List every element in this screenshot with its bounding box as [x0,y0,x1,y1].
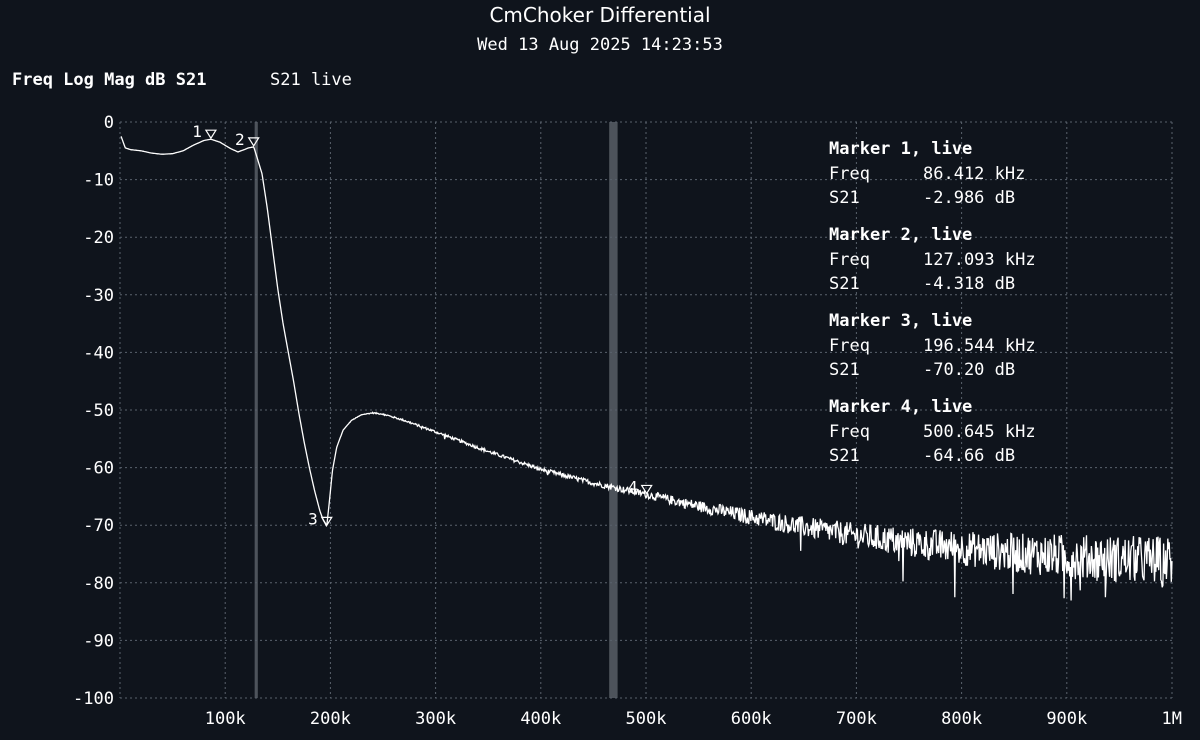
marker-readout-header: Marker 2, live [829,225,972,245]
marker-1[interactable]: 1 [192,122,217,141]
marker-triangle-icon[interactable] [640,484,653,495]
highlight-band-2 [609,122,618,698]
marker-readout-header: Marker 4, live [829,397,972,417]
marker-readout-header: Marker 1, live [829,139,972,159]
y-tick-label: -80 [83,574,114,594]
marker-number-label: 4 [628,477,638,496]
x-tick-label: 300k [415,709,456,729]
x-tick-label: 100k [205,709,246,729]
x-tick-label: 600k [731,709,772,729]
marker-symbols[interactable]: 1 2 3 4 [192,122,653,528]
trace-format-label: Freq Log Mag dB S21 [12,70,206,90]
marker-triangle-icon[interactable] [320,516,333,527]
marker-s21-value: -64.66 dB [923,446,1015,466]
y-tick-label: -50 [83,401,114,421]
marker-freq-value: 86.412 kHz [923,164,1025,184]
marker-2[interactable]: 2 [235,130,260,149]
marker-readout-3: Marker 3, live Freq 196.544 kHz S21 -70.20 d… [829,311,1036,380]
y-tick-label: -100 [73,689,114,709]
y-tick-label: -40 [83,343,114,363]
x-tick-label: 200k [310,709,351,729]
y-tick-label: -20 [83,228,114,248]
marker-s21-label: S21 [829,446,860,466]
y-tick-label: -10 [83,171,114,191]
marker-number-label: 1 [192,122,202,141]
plot-grid [119,121,1173,699]
x-tick-label: 1M [1162,709,1182,729]
marker-readout-1: Marker 1, live Freq 86.412 kHz S21 -2.986 dB [829,139,1025,208]
marker-readout-panel: Marker 1, live Freq 86.412 kHz S21 -2.986 dB… [829,139,1036,466]
y-axis-ticks: 0 -10 -20 -30 -40 -50 -60 -70 -80 -90 -100 [73,113,114,709]
marker-readout-2: Marker 2, live Freq 127.093 kHz S21 -4.318 d… [829,225,1036,294]
marker-freq-value: 127.093 kHz [923,250,1036,270]
trace-live-label: S21 live [270,70,352,90]
marker-s21-value: -4.318 dB [923,274,1015,294]
marker-number-label: 3 [308,509,318,528]
marker-s21-value: -70.20 dB [923,360,1015,380]
marker-4[interactable]: 4 [628,477,653,496]
marker-s21-label: S21 [829,360,860,380]
marker-triangle-icon[interactable] [247,137,260,148]
x-tick-label: 800k [941,709,982,729]
y-tick-label: -90 [83,631,114,651]
x-tick-label: 400k [520,709,561,729]
x-tick-label: 900k [1046,709,1087,729]
x-tick-label: 500k [626,709,667,729]
marker-readout-header: Marker 3, live [829,311,972,331]
marker-freq-value: 500.645 kHz [923,422,1036,442]
marker-s21-label: S21 [829,274,860,294]
marker-number-label: 2 [235,130,245,149]
marker-s21-value: -2.986 dB [923,188,1015,208]
chart-title: CmChoker Differential [489,3,710,27]
y-tick-label: -70 [83,516,114,536]
x-axis-ticks: 100k 200k 300k 400k 500k 600k 700k 800k 900k 1M [205,709,1182,729]
marker-freq-value: 196.544 kHz [923,336,1036,356]
marker-freq-label: Freq [829,422,870,442]
marker-3[interactable]: 3 [308,509,333,528]
y-tick-label: 0 [104,113,114,133]
marker-triangle-icon[interactable] [204,129,217,140]
y-tick-label: -30 [83,286,114,306]
trace-group [120,136,1173,601]
marker-s21-label: S21 [829,188,860,208]
marker-freq-label: Freq [829,250,870,270]
chart-timestamp: Wed 13 Aug 2025 14:23:53 [477,35,723,55]
marker-freq-label: Freq [829,164,870,184]
marker-freq-label: Freq [829,336,870,356]
marker-readout-4: Marker 4, live Freq 500.645 kHz S21 -64.66 d… [829,397,1036,466]
s21-trace-line [120,136,1173,601]
y-tick-label: -60 [83,459,114,479]
x-tick-label: 700k [836,709,877,729]
